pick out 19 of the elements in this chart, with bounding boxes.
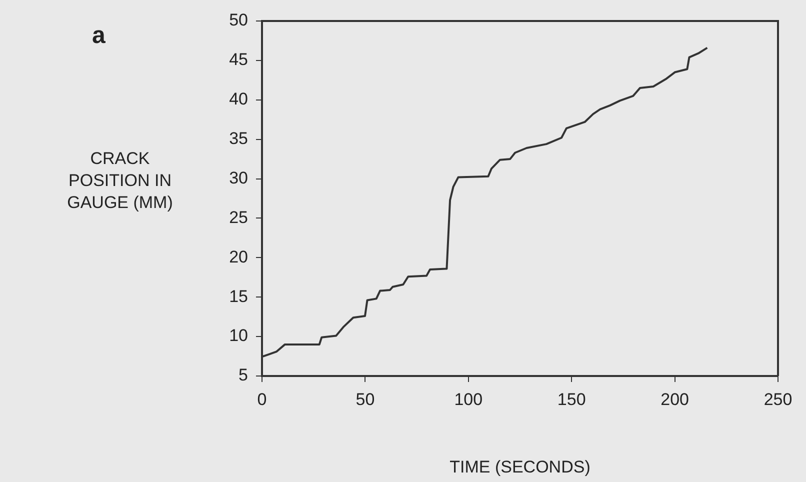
- y-axis-title: CRACK POSITION IN GAUGE (MM): [66, 148, 174, 214]
- y-tick-label: 45: [229, 50, 248, 70]
- x-tick-label: 50: [356, 390, 375, 409]
- y-tick-label: 40: [229, 90, 248, 109]
- x-tick-label: 150: [557, 390, 586, 409]
- y-tick-label: 30: [229, 168, 248, 188]
- y-tick-label: 5: [238, 366, 248, 385]
- y-tick-label: 25: [229, 208, 248, 227]
- x-axis-title: TIME (SECONDS): [450, 457, 590, 476]
- x-tick-label: 200: [660, 390, 689, 409]
- x-tick-label: 100: [454, 390, 483, 409]
- x-tick-label: 250: [764, 390, 792, 409]
- y-tick-label: 35: [229, 129, 248, 148]
- text: a: [92, 22, 106, 50]
- y-tick-label: 20: [229, 247, 248, 266]
- y-tick-label: 50: [229, 10, 248, 30]
- x-tick-label: 0: [257, 390, 267, 409]
- y-tick-label: 15: [229, 286, 248, 306]
- y-tick-label: 10: [229, 326, 248, 346]
